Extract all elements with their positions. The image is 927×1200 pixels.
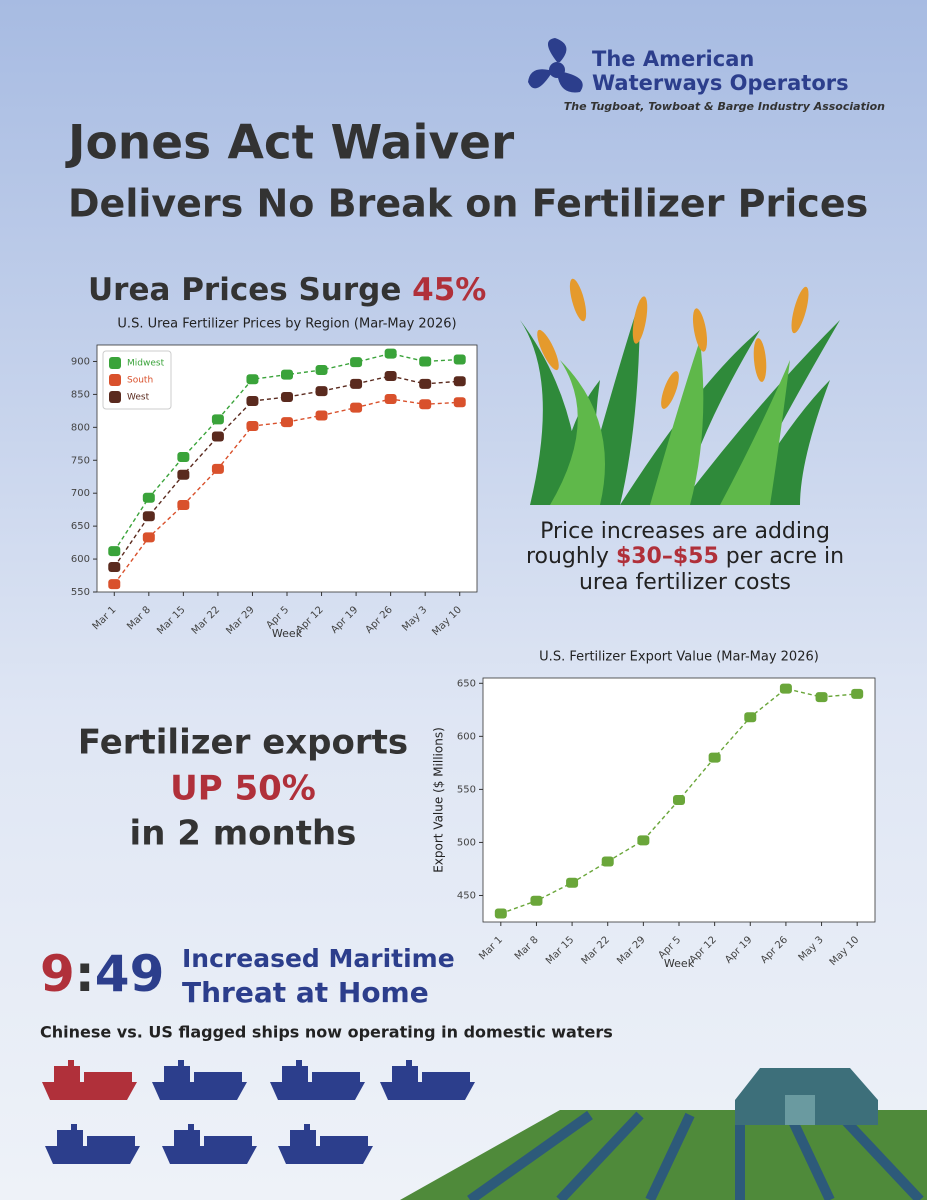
point-marker bbox=[601, 856, 614, 867]
point-marker bbox=[494, 908, 507, 919]
point-marker bbox=[108, 579, 121, 590]
point-marker bbox=[281, 369, 293, 380]
point-marker bbox=[177, 469, 190, 480]
point-marker bbox=[419, 356, 432, 367]
exports-text: Fertilizer exports bbox=[78, 723, 408, 763]
point-marker bbox=[246, 395, 259, 406]
heading-highlight: 45% bbox=[412, 272, 486, 308]
point-marker bbox=[384, 394, 397, 405]
acre-text: per acre in bbox=[719, 544, 844, 569]
y-tick-label: 550 bbox=[457, 784, 476, 795]
threat-heading: Threat at Home bbox=[182, 976, 429, 1009]
acre-note: urea fertilizer costs bbox=[579, 570, 791, 595]
point-marker bbox=[211, 431, 224, 442]
point-marker bbox=[281, 417, 293, 428]
point-marker bbox=[177, 500, 190, 511]
acre-note: Price increases are adding bbox=[540, 519, 830, 544]
point-marker bbox=[211, 463, 224, 474]
y-tick-label: 650 bbox=[457, 678, 476, 689]
org-name: Waterways Operators bbox=[592, 71, 849, 95]
series-line bbox=[500, 687, 858, 915]
y-tick-label: 500 bbox=[457, 837, 476, 848]
point-marker bbox=[315, 410, 328, 421]
point-marker bbox=[246, 421, 259, 432]
ratio-left: 9 bbox=[40, 945, 75, 1003]
point-marker bbox=[246, 374, 259, 385]
urea-heading: Urea Prices Surge 45% bbox=[88, 272, 486, 308]
farm-illustration bbox=[400, 1068, 927, 1200]
point-marker bbox=[315, 386, 328, 397]
point-marker bbox=[108, 561, 121, 572]
chart-title: U.S. Urea Fertilizer Prices by Region (M… bbox=[117, 317, 456, 332]
point-marker bbox=[108, 546, 121, 557]
y-tick-label: 850 bbox=[71, 389, 90, 400]
point-marker bbox=[211, 414, 224, 425]
y-tick-label: 600 bbox=[71, 554, 90, 565]
point-marker bbox=[177, 451, 190, 462]
y-tick-label: 600 bbox=[457, 731, 476, 742]
threat-heading: Increased Maritime bbox=[182, 944, 455, 973]
heading-text: Urea Prices Surge bbox=[88, 272, 412, 308]
point-marker bbox=[384, 370, 397, 381]
acre-text: roughly bbox=[526, 544, 616, 569]
ratio-sep: : bbox=[75, 945, 95, 1003]
logo bbox=[528, 38, 583, 93]
threat-caption: Chinese vs. US flagged ships now operati… bbox=[40, 1023, 613, 1042]
ratio-right: 49 bbox=[95, 945, 165, 1003]
legend-swatch bbox=[109, 391, 121, 403]
y-tick-label: 650 bbox=[71, 521, 90, 532]
y-tick-label: 550 bbox=[71, 587, 90, 598]
point-marker bbox=[637, 835, 650, 846]
point-marker bbox=[851, 688, 864, 699]
org-name: The American bbox=[592, 47, 754, 71]
chart-title: U.S. Fertilizer Export Value (Mar-May 20… bbox=[539, 650, 819, 665]
point-marker bbox=[566, 877, 579, 888]
point-marker bbox=[350, 357, 363, 368]
exports-highlight: UP 50% bbox=[170, 769, 316, 809]
point-marker bbox=[744, 712, 757, 723]
point-marker bbox=[815, 692, 828, 703]
point-marker bbox=[419, 378, 432, 389]
acre-note: roughly $30–$55 per acre in bbox=[526, 544, 844, 569]
legend-swatch bbox=[109, 374, 121, 386]
y-tick-label: 900 bbox=[71, 356, 90, 367]
x-axis-label: Week bbox=[272, 627, 303, 640]
point-marker bbox=[453, 397, 466, 408]
legend-swatch bbox=[109, 357, 121, 369]
y-tick-label: 800 bbox=[71, 422, 90, 433]
acre-highlight: $30–$55 bbox=[616, 544, 719, 569]
point-marker bbox=[315, 365, 328, 376]
subtitle: Delivers No Break on Fertilizer Prices bbox=[68, 182, 868, 226]
point-marker bbox=[453, 376, 466, 387]
point-marker bbox=[673, 795, 685, 805]
ratio: 9:49 bbox=[40, 945, 164, 1003]
point-marker bbox=[384, 348, 397, 359]
point-marker bbox=[142, 492, 155, 503]
legend-label: West bbox=[127, 393, 150, 403]
point-marker bbox=[142, 532, 155, 543]
title: Jones Act Waiver bbox=[65, 116, 515, 171]
legend-label: Midwest bbox=[127, 359, 165, 369]
y-tick-label: 750 bbox=[71, 455, 90, 466]
point-marker bbox=[419, 399, 432, 410]
y-tick-label: 450 bbox=[457, 890, 476, 901]
tagline: The Tugboat, Towboat & Barge Industry As… bbox=[564, 100, 885, 113]
point-marker bbox=[708, 752, 721, 763]
point-marker bbox=[453, 354, 466, 365]
x-axis-label: Week bbox=[664, 957, 695, 970]
wheat-illustration bbox=[520, 278, 840, 505]
point-marker bbox=[142, 511, 155, 522]
point-marker bbox=[350, 378, 363, 389]
point-marker bbox=[779, 683, 792, 694]
point-marker bbox=[530, 895, 543, 906]
point-marker bbox=[350, 402, 363, 413]
point-marker bbox=[281, 392, 293, 403]
exports-text: in 2 months bbox=[130, 814, 357, 854]
y-axis-label: Export Value ($ Millions) bbox=[432, 727, 446, 873]
y-tick-label: 700 bbox=[71, 488, 90, 499]
legend-label: South bbox=[127, 376, 153, 386]
